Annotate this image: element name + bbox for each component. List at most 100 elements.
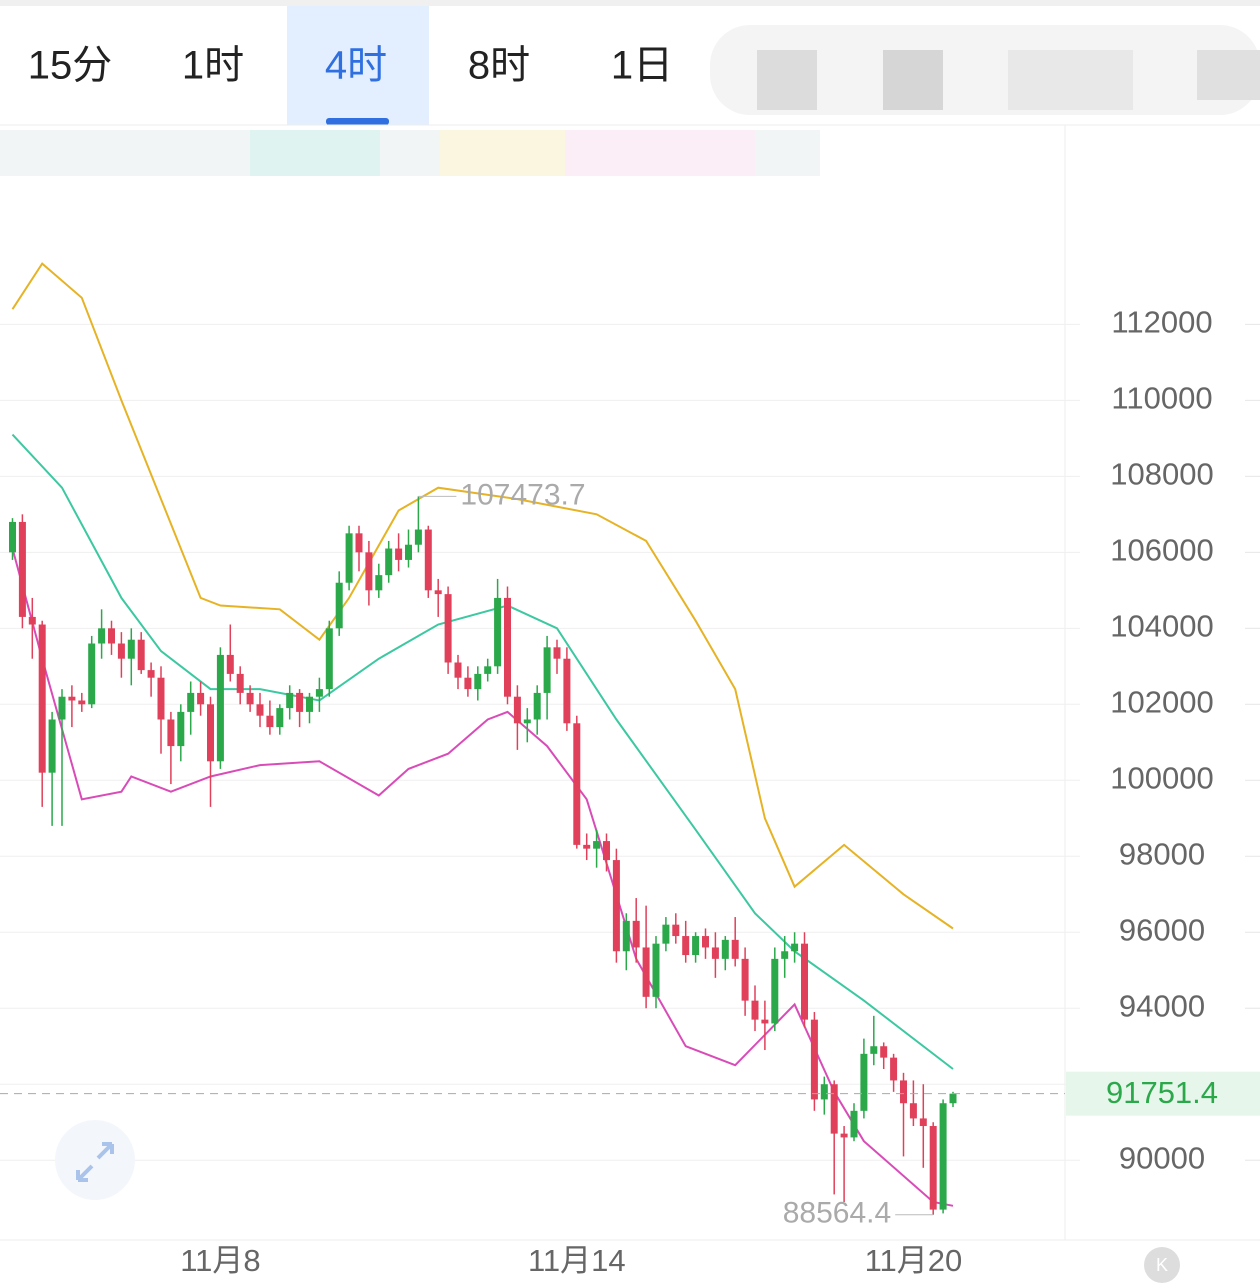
- blurred-block: [440, 130, 565, 176]
- candle-body: [345, 533, 353, 583]
- y-tick-label: 110000: [1111, 381, 1212, 416]
- candle-body: [405, 544, 412, 560]
- y-tick-label: 94000: [1119, 988, 1205, 1023]
- candle-body: [18, 521, 26, 617]
- candle-body: [504, 597, 511, 697]
- candle-body: [583, 844, 591, 849]
- timeframe-tab[interactable]: 1时: [182, 44, 244, 88]
- candle-body: [791, 943, 799, 952]
- candle-body: [642, 947, 650, 997]
- low-label: 88564.4: [783, 1197, 891, 1230]
- candle-body: [38, 624, 46, 773]
- blurred-block: [1197, 50, 1260, 100]
- candle-body: [108, 628, 115, 644]
- candle-body: [296, 692, 304, 712]
- candle-body: [731, 939, 739, 959]
- candle-body: [761, 1019, 769, 1024]
- candle-body: [751, 1000, 759, 1020]
- candle-body: [395, 548, 403, 560]
- candle-body: [335, 582, 343, 629]
- candle-body: [850, 1110, 858, 1138]
- candle-body: [424, 529, 432, 591]
- y-tick-label: 112000: [1111, 305, 1212, 340]
- candle-body: [870, 1046, 878, 1054]
- candle-body: [276, 708, 284, 728]
- candle-body: [187, 692, 195, 712]
- candle-body: [880, 1046, 888, 1058]
- candle-body: [167, 719, 175, 747]
- candle-body: [306, 696, 313, 712]
- candle-body: [484, 666, 492, 674]
- timeframe-tab[interactable]: 4时: [325, 44, 387, 88]
- logo-button[interactable]: [1144, 1247, 1180, 1283]
- candle-body: [197, 692, 205, 705]
- blurred-block: [1008, 50, 1133, 110]
- candle-body: [682, 936, 690, 956]
- y-tick-label: 108000: [1110, 457, 1213, 492]
- candle-body: [771, 958, 779, 1024]
- last-price-bg: [1066, 1071, 1260, 1116]
- candle-body: [781, 951, 789, 959]
- candle-body: [890, 1057, 898, 1081]
- candle-body: [117, 643, 125, 659]
- last-price-label: 91751.4: [1106, 1075, 1218, 1110]
- blurred-block: [757, 50, 817, 110]
- expand-icon: [76, 1142, 114, 1182]
- candle-body: [702, 936, 709, 948]
- candle-body: [523, 719, 531, 724]
- candle-body: [533, 692, 541, 720]
- candle-body: [909, 1103, 917, 1119]
- candle-body: [949, 1093, 957, 1104]
- active-tab-indicator: [326, 118, 389, 125]
- candle-body: [603, 841, 610, 861]
- candle-body: [900, 1080, 907, 1104]
- candle-body: [919, 1118, 927, 1127]
- candle-body: [216, 654, 224, 762]
- candle-body: [226, 654, 234, 674]
- candle-body: [157, 677, 165, 720]
- candle-body: [692, 936, 700, 956]
- candle-body: [256, 704, 264, 716]
- candle-body: [801, 943, 808, 1020]
- y-tick-label: 100000: [1110, 760, 1213, 795]
- candle-body: [48, 719, 56, 773]
- indicator-line: [11, 262, 954, 930]
- candle-body: [860, 1053, 868, 1111]
- candle-body: [9, 521, 16, 553]
- timeframe-tab[interactable]: 8时: [468, 44, 530, 88]
- timeframe-tab[interactable]: 15分: [28, 44, 113, 88]
- x-tick-label: 11月14: [528, 1243, 626, 1278]
- candle-body: [147, 670, 155, 678]
- candle-body: [414, 529, 422, 545]
- blurred-block: [883, 50, 943, 110]
- candle-body: [662, 924, 670, 944]
- candle-body: [721, 939, 729, 959]
- candle-body: [137, 639, 145, 671]
- candle-body: [177, 711, 185, 747]
- candle-body: [840, 1133, 848, 1138]
- y-tick-label: 90000: [1119, 1140, 1205, 1175]
- x-tick-label: 11月20: [865, 1243, 963, 1278]
- candle-body: [543, 647, 551, 693]
- candle-body: [127, 639, 135, 659]
- y-tick-label: 102000: [1110, 684, 1213, 719]
- candle-body: [88, 643, 96, 705]
- candle-body: [98, 628, 106, 644]
- candle-body: [385, 548, 393, 576]
- x-tick-label: 11月8: [180, 1243, 260, 1278]
- top-strip: [0, 0, 1260, 6]
- candle-body: [286, 692, 294, 709]
- candle-body: [68, 696, 76, 701]
- indicator-line: [11, 433, 954, 1070]
- candle-body: [434, 590, 442, 595]
- timeframe-tab[interactable]: 1日: [611, 44, 673, 88]
- candle-body: [939, 1103, 947, 1210]
- candle-body: [454, 662, 462, 678]
- candle-body: [593, 841, 601, 849]
- candle-body: [58, 696, 66, 720]
- candle-body: [652, 943, 660, 997]
- expand-button[interactable]: [55, 1120, 135, 1200]
- candle-body: [246, 692, 254, 705]
